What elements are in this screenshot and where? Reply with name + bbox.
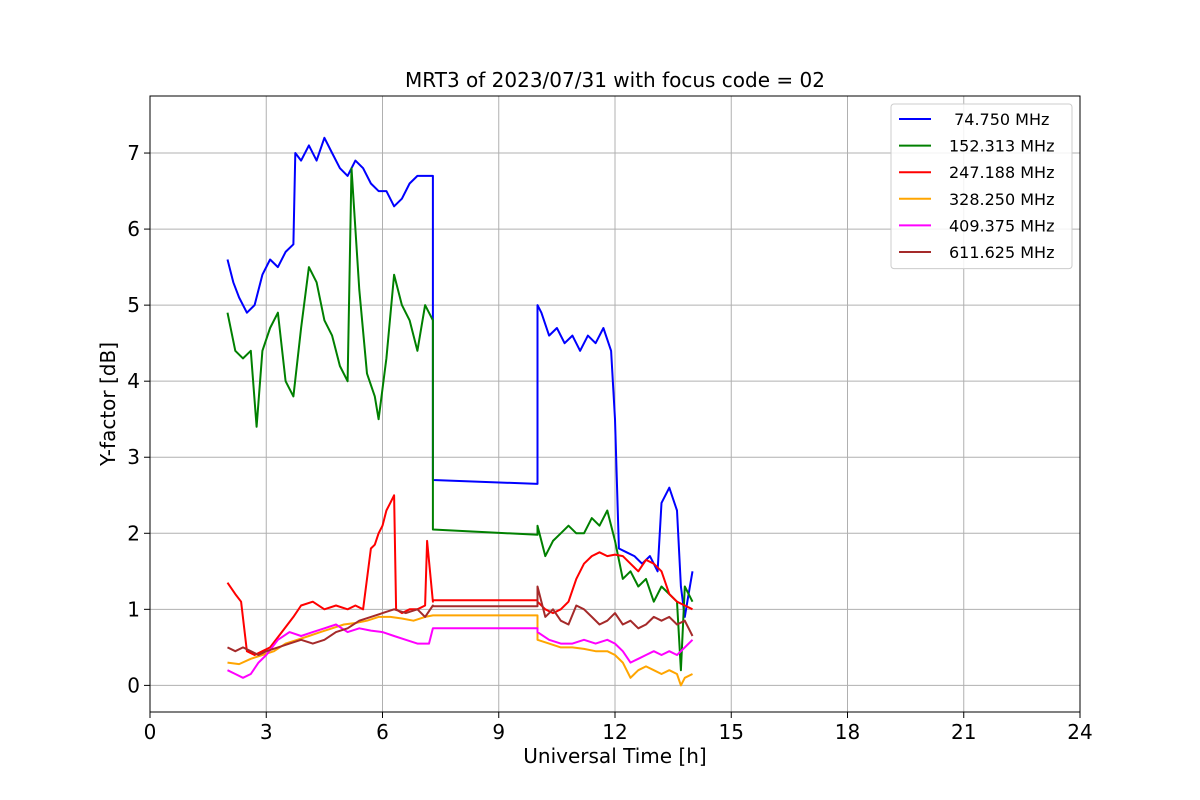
x-tick-label: 12	[602, 720, 627, 744]
x-tick-label: 3	[260, 720, 273, 744]
x-tick-label: 21	[951, 720, 976, 744]
x-tick-label: 9	[492, 720, 505, 744]
series-line-6	[227, 585, 694, 656]
series-line-1	[226, 136, 694, 618]
y-tick-label: 6	[127, 217, 140, 241]
y-tick-label: 0	[127, 673, 140, 697]
chart-title: MRT3 of 2023/07/31 with focus code = 02	[405, 68, 825, 92]
legend-label: 328.250 MHz	[949, 190, 1054, 209]
legend-label: 611.625 MHz	[949, 243, 1054, 262]
legend-box	[890, 103, 1073, 270]
y-tick-label: 3	[127, 445, 140, 469]
x-tick-label: 6	[376, 720, 389, 744]
x-tick-label: 0	[144, 720, 157, 744]
legend: 74.750 MHz 152.313 MHz 247.188 MHz 328.250 …	[890, 103, 1073, 270]
x-tick-label: 15	[719, 720, 744, 744]
legend-label: 74.750 MHz	[949, 110, 1049, 129]
series-line-2	[226, 167, 694, 672]
series-line-5	[227, 623, 694, 679]
y-tick-label: 5	[127, 293, 140, 317]
y-tick-label: 1	[127, 597, 140, 621]
series-line-4	[227, 614, 693, 687]
x-tick-label: 24	[1067, 720, 1092, 744]
x-tick-label: 18	[835, 720, 860, 744]
series-layer	[226, 136, 694, 687]
x-axis-title: Universal Time [h]	[523, 744, 706, 768]
legend-label: 152.313 MHz	[949, 137, 1054, 156]
y-axis-title: Y-factor [dB]	[96, 342, 120, 467]
legend-label: 247.188 MHz	[949, 163, 1054, 182]
y-tick-label: 4	[127, 369, 140, 393]
y-tick-label: 7	[127, 141, 140, 165]
legend-label: 409.375 MHz	[949, 216, 1054, 235]
y-tick-label: 2	[127, 521, 140, 545]
